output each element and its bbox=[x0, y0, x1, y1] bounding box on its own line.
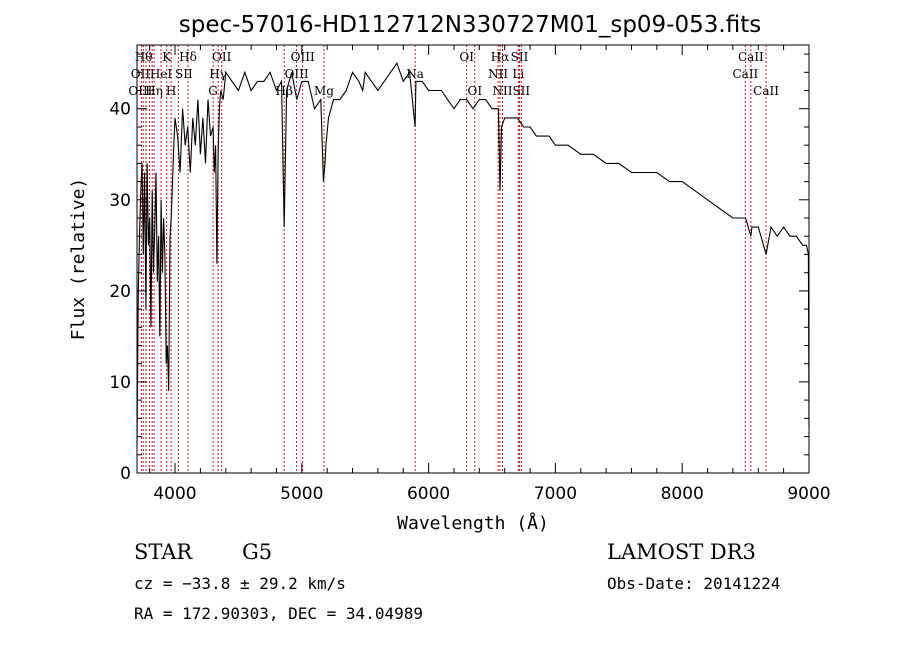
ra-dec-text: RA = 172.90303, DEC = 34.04989 bbox=[134, 604, 423, 623]
marker-label-13: OIII bbox=[285, 67, 309, 81]
marker-label-5: OI bbox=[459, 50, 474, 64]
survey-label: LAMOST DR3 bbox=[607, 540, 756, 564]
marker-label-3: OII bbox=[212, 50, 232, 64]
y-tick-label: 20 bbox=[109, 282, 131, 302]
marker-label-10: HeI bbox=[150, 67, 173, 81]
marker-label-16: Li bbox=[512, 67, 524, 81]
marker-label-20: H bbox=[166, 84, 176, 98]
object-subclass: G5 bbox=[242, 540, 273, 564]
marker-label-4: OIII bbox=[291, 50, 315, 64]
marker-label-21: G bbox=[208, 84, 218, 98]
marker-label-17: CaII bbox=[732, 67, 758, 81]
marker-label-7: SII bbox=[511, 50, 529, 64]
line-markers bbox=[140, 45, 767, 473]
x-tick-label: 5000 bbox=[280, 484, 323, 504]
y-tick-label: 40 bbox=[109, 100, 131, 120]
redshift-text: cz = −33.8 ± 29.2 km/s bbox=[134, 574, 346, 593]
chart-title: spec-57016-HD112712N330727M01_sp09-053.f… bbox=[179, 12, 761, 38]
marker-label-15: NII bbox=[488, 67, 508, 81]
x-tick-label: 9000 bbox=[787, 484, 830, 504]
marker-label-6: Hα bbox=[491, 50, 510, 64]
x-tick-label: 8000 bbox=[661, 484, 704, 504]
marker-label-22: Hβ bbox=[275, 84, 292, 98]
marker-label-26: SII bbox=[512, 84, 530, 98]
y-axis-label: Flux (relative) bbox=[68, 178, 89, 341]
x-axis: 4000 5000 6000 7000 8000 9000 bbox=[149, 45, 831, 504]
marker-label-9: OII bbox=[131, 67, 151, 81]
y-tick-label: 0 bbox=[120, 464, 131, 484]
x-tick-label: 7000 bbox=[534, 484, 577, 504]
marker-label-11: SII bbox=[175, 67, 193, 81]
marker-label-23: Mg bbox=[314, 84, 334, 98]
x-axis-label: Wavelength (Å) bbox=[397, 512, 549, 534]
x-tick-label: 6000 bbox=[407, 484, 450, 504]
marker-label-14: Na bbox=[406, 67, 424, 81]
y-tick-label: 30 bbox=[109, 191, 131, 211]
marker-label-12: Hγ bbox=[209, 67, 227, 81]
marker-label-19: Hη bbox=[145, 84, 163, 98]
marker-label-25: NII bbox=[493, 84, 513, 98]
y-axis: 0 10 20 30 40 bbox=[109, 53, 809, 484]
marker-label-0: Hθ bbox=[135, 50, 153, 64]
marker-label-2: Hδ bbox=[179, 50, 197, 64]
obs-date: Obs-Date: 20141224 bbox=[607, 574, 781, 593]
object-class: STAR bbox=[134, 540, 193, 564]
marker-label-1: K bbox=[162, 50, 172, 64]
x-tick-label: 4000 bbox=[153, 484, 196, 504]
marker-label-8: CaII bbox=[738, 50, 764, 64]
marker-label-24: OI bbox=[468, 84, 483, 98]
spectrum-line bbox=[136, 62, 810, 446]
y-tick-label: 10 bbox=[109, 373, 131, 393]
marker-label-27: CaII bbox=[753, 84, 779, 98]
plot-frame bbox=[136, 44, 810, 474]
